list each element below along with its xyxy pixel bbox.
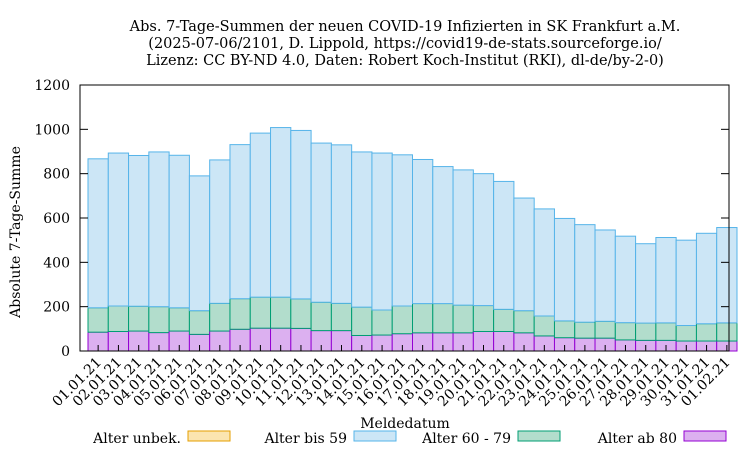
bar-alter-60-79-5 xyxy=(188,310,211,335)
legend: Alter unbek. Alter bis 59 Alter 60 - 79 … xyxy=(92,430,727,447)
bar-alter-bis-59-28 xyxy=(655,237,677,324)
bar-alter-bis-59-29 xyxy=(675,239,697,327)
bar-alter-bis-59-31 xyxy=(716,227,738,324)
bar-alter-bis-59-26 xyxy=(614,235,637,324)
x-axis-label: Meldedatum xyxy=(360,416,450,432)
bar-alter-bis-59-22 xyxy=(533,208,555,317)
bar-alter-bis-59-5 xyxy=(188,175,211,312)
legend-label-under-59: Alter bis 59 xyxy=(263,431,347,447)
bar-alter-bis-59-27 xyxy=(635,243,657,324)
bar-alter-60-79-3 xyxy=(148,306,170,334)
bar-alter-bis-59-12 xyxy=(330,144,353,304)
bar-alter-bis-59-25 xyxy=(594,229,616,322)
bar-alter-bis-59-0 xyxy=(87,158,109,309)
bar-alter-60-79-26 xyxy=(614,322,637,341)
bar-alter-60-79-19 xyxy=(472,305,495,332)
bar-alter-bis-59-17 xyxy=(432,166,454,305)
bar-alter-bis-59-18 xyxy=(452,169,474,306)
bar-alter-60-79-20 xyxy=(493,308,515,332)
y-tick-label-6: 1200 xyxy=(34,78,70,94)
bar-alter-60-79-24 xyxy=(574,321,596,339)
bar-alter-bis-59-19 xyxy=(472,173,495,307)
bar-alter-bis-59-1 xyxy=(107,152,130,307)
bar-alter-60-79-15 xyxy=(391,305,413,335)
bar-alter-60-79-4 xyxy=(168,307,190,332)
bar-alter-60-79-17 xyxy=(432,303,454,334)
bar-alter-60-79-10 xyxy=(290,298,312,329)
y-tick-label-1: 200 xyxy=(43,300,70,316)
bar-alter-bis-59-3 xyxy=(148,151,170,308)
bar-alter-bis-59-4 xyxy=(168,154,190,309)
bar-alter-60-79-31 xyxy=(716,322,738,342)
bar-alter-bis-59-20 xyxy=(493,180,515,310)
legend-swatch-over-80 xyxy=(683,430,727,442)
bar-alter-bis-59-21 xyxy=(513,197,535,312)
bar-alter-60-79-6 xyxy=(209,302,231,332)
bars-group xyxy=(87,127,738,352)
bar-alter-60-79-21 xyxy=(513,310,535,334)
bar-alter-bis-59-24 xyxy=(574,224,596,323)
bar-alter-60-79-25 xyxy=(594,320,616,339)
bar-alter-60-79-13 xyxy=(351,306,373,336)
bar-alter-bis-59-13 xyxy=(351,151,373,308)
chart-title-line-2: (2025-07-06/2101, D. Lippold, https://co… xyxy=(148,36,662,52)
y-tick-label-3: 600 xyxy=(43,211,70,227)
bar-alter-60-79-14 xyxy=(371,309,393,336)
bar-alter-60-79-22 xyxy=(533,315,555,337)
bar-alter-60-79-9 xyxy=(270,296,292,329)
y-tick-label-4: 800 xyxy=(43,167,70,183)
bar-alter-bis-59-23 xyxy=(553,217,576,322)
bar-alter-60-79-29 xyxy=(675,325,697,342)
bar-alter-60-79-16 xyxy=(412,303,434,334)
bar-alter-bis-59-6 xyxy=(209,159,231,304)
bar-alter-bis-59-10 xyxy=(290,129,312,300)
bar-alter-60-79-2 xyxy=(128,305,150,332)
y-tick-label-5: 1000 xyxy=(34,122,70,138)
bar-alter-bis-59-15 xyxy=(391,154,413,307)
bar-alter-60-79-0 xyxy=(87,307,109,333)
legend-swatch-under-59 xyxy=(353,430,397,442)
chart-title-line-1: Abs. 7-Tage-Summen der neuen COVID-19 In… xyxy=(129,19,681,35)
y-axis-label: Absolute 7-Tage-Summe xyxy=(8,146,24,319)
y-tick-label-0: 0 xyxy=(61,344,70,360)
legend-swatch-60-79 xyxy=(517,430,561,442)
bar-alter-60-79-11 xyxy=(310,301,332,332)
bar-alter-bis-59-11 xyxy=(310,142,332,303)
bar-alter-60-79-23 xyxy=(553,320,576,339)
bar-alter-bis-59-14 xyxy=(371,152,393,311)
bar-alter-60-79-28 xyxy=(655,322,677,341)
bar-alter-bis-59-8 xyxy=(249,132,272,298)
bar-alter-60-79-27 xyxy=(635,322,657,341)
legend-swatch-unknown xyxy=(187,430,231,442)
bar-alter-60-79-7 xyxy=(229,298,251,330)
bar-alter-60-79-18 xyxy=(452,304,474,334)
bar-alter-bis-59-7 xyxy=(229,144,251,300)
bar-alter-60-79-30 xyxy=(695,323,718,342)
legend-label-60-79: Alter 60 - 79 xyxy=(421,431,511,447)
legend-label-over-80: Alter ab 80 xyxy=(597,431,677,447)
bar-alter-bis-59-2 xyxy=(128,154,150,307)
bar-alter-60-79-8 xyxy=(249,296,272,329)
chart-title-line-3: Lizenz: CC BY-ND 4.0, Daten: Robert Koch… xyxy=(146,53,664,69)
y-tick-label-2: 400 xyxy=(43,255,70,271)
bar-alter-bis-59-16 xyxy=(412,158,434,305)
bar-alter-bis-59-30 xyxy=(695,232,718,325)
bar-alter-bis-59-9 xyxy=(270,127,292,298)
axes-group: 02004006008001000120001.01.2102.01.2103.… xyxy=(34,78,733,410)
legend-label-unknown: Alter unbek. xyxy=(92,431,181,447)
bar-alter-60-79-1 xyxy=(107,305,130,332)
bar-alter-60-79-12 xyxy=(330,302,353,332)
